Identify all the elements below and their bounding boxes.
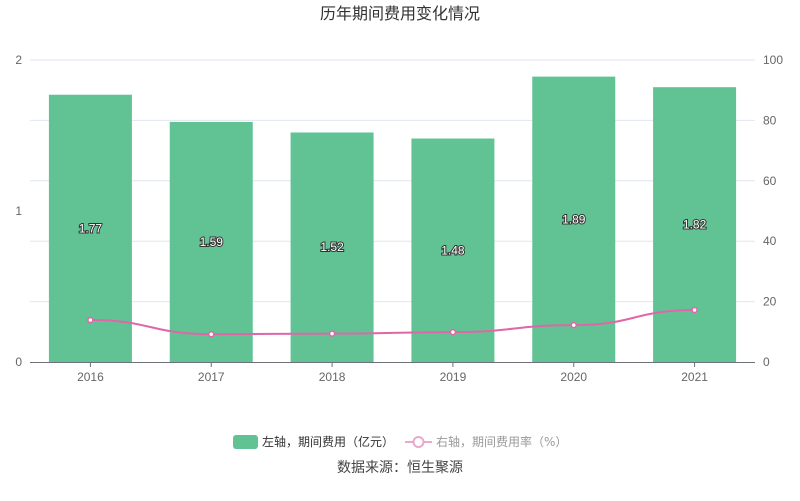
right-axis-tick: 40 — [763, 234, 777, 248]
source-note: 数据来源：恒生聚源 — [337, 460, 463, 476]
x-axis-tick-2019: 2019 — [440, 370, 467, 384]
left-axis-tick: 1 — [15, 204, 22, 218]
right-axis-tick: 60 — [763, 174, 777, 188]
data-label-2017: 1.59 — [200, 235, 224, 249]
right-axis-tick: 80 — [763, 113, 777, 127]
right-axis-tick: 0 — [763, 355, 770, 369]
x-axis-tick-2020: 2020 — [560, 370, 587, 384]
chart-title: 历年期间费用变化情况 — [320, 4, 480, 23]
rate-point-2020[interactable] — [570, 321, 577, 329]
x-axis-tick-2017: 2017 — [198, 370, 225, 384]
data-label-2019: 1.48 — [441, 243, 465, 257]
data-label-2018: 1.52 — [320, 240, 344, 254]
legend[interactable]: 左轴，期间费用（亿元） 右轴，期间费用率（%） — [233, 434, 567, 449]
rate-point-2018[interactable] — [328, 330, 336, 337]
data-label-2020: 1.89 — [562, 212, 586, 226]
left-axis-tick: 2 — [15, 53, 22, 67]
rate-line — [90, 309, 695, 336]
legend-line-marker[interactable] — [412, 436, 425, 448]
bar-2021[interactable] — [653, 87, 737, 363]
rate-point-2017[interactable] — [208, 330, 215, 338]
bar-2019[interactable] — [411, 138, 495, 362]
left-axis-tick: 0 — [15, 355, 22, 369]
x-axis-tick-2018: 2018 — [319, 370, 346, 384]
legend-bar-swatch[interactable] — [233, 435, 258, 449]
bar-2017[interactable] — [169, 121, 253, 362]
legend-line-label[interactable]: 右轴，期间费用率（%） — [436, 434, 567, 449]
x-axis-tick-2021: 2021 — [681, 370, 708, 384]
right-axis-tick: 20 — [763, 295, 777, 309]
right-axis-tick: 100 — [763, 53, 783, 67]
x-axis-tick-2016: 2016 — [77, 370, 104, 384]
rate-point-2016[interactable] — [87, 316, 94, 324]
rate-point-2019[interactable] — [449, 328, 457, 336]
legend-bar-label[interactable]: 左轴，期间费用（亿元） — [262, 434, 394, 449]
data-label-2021: 1.82 — [683, 218, 707, 232]
rate-point-2021[interactable] — [691, 306, 698, 314]
data-label-2016: 1.77 — [79, 221, 103, 235]
bar-2020[interactable] — [532, 76, 616, 363]
bar-2018[interactable] — [290, 132, 374, 362]
